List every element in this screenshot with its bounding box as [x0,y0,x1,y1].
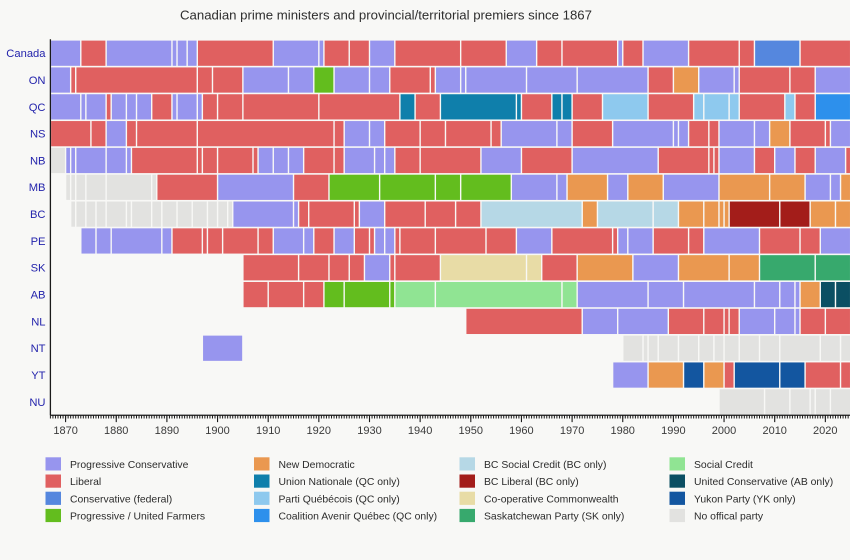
svg-text:2000: 2000 [712,425,736,437]
svg-text:Liberal: Liberal [70,477,101,488]
svg-text:NU: NU [29,397,45,409]
svg-text:Social Credit: Social Credit [694,460,753,471]
svg-text:Progressive / United Farmers: Progressive / United Farmers [70,512,205,523]
svg-text:NT: NT [31,343,46,355]
svg-text:1910: 1910 [256,425,280,437]
svg-text:1990: 1990 [661,425,685,437]
svg-text:1900: 1900 [205,425,229,437]
svg-text:2020: 2020 [813,425,837,437]
svg-text:AB: AB [31,290,46,302]
svg-text:Co-operative Commonwealth: Co-operative Commonwealth [484,494,619,505]
svg-text:Saskatchewan Party (SK only): Saskatchewan Party (SK only) [484,512,624,523]
svg-text:Canadian prime ministers and p: Canadian prime ministers and provincial/… [180,7,592,22]
svg-text:NS: NS [30,129,46,141]
svg-text:Coalition Avenir Québec (QC on: Coalition Avenir Québec (QC only) [279,512,438,523]
svg-text:ON: ON [29,75,46,87]
svg-text:No offical party: No offical party [694,512,764,523]
svg-text:QC: QC [29,102,46,114]
svg-text:NB: NB [30,155,46,167]
svg-text:BC Social Credit (BC only): BC Social Credit (BC only) [484,460,606,471]
svg-text:1930: 1930 [357,425,381,437]
svg-text:New Democratic: New Democratic [279,460,355,471]
svg-text:1920: 1920 [307,425,331,437]
svg-text:United Conservative (AB only): United Conservative (AB only) [694,477,833,488]
svg-text:1940: 1940 [408,425,432,437]
svg-text:SK: SK [31,263,46,275]
svg-text:1890: 1890 [155,425,179,437]
svg-text:1870: 1870 [53,425,77,437]
svg-text:Conservative (federal): Conservative (federal) [70,494,172,505]
svg-text:MB: MB [29,182,46,194]
svg-text:BC Liberal (BC only): BC Liberal (BC only) [484,477,579,488]
svg-text:Union Nationale (QC only): Union Nationale (QC only) [279,477,400,488]
svg-text:1960: 1960 [509,425,533,437]
svg-text:1980: 1980 [610,425,634,437]
svg-text:NL: NL [31,316,45,328]
svg-text:1950: 1950 [459,425,483,437]
svg-text:PE: PE [31,236,46,248]
svg-text:1880: 1880 [104,425,128,437]
svg-text:Progressive Conservative: Progressive Conservative [70,460,189,471]
svg-text:2010: 2010 [762,425,786,437]
svg-text:1970: 1970 [560,425,584,437]
svg-text:Parti Québécois (QC only): Parti Québécois (QC only) [279,494,400,505]
svg-text:BC: BC [30,209,46,221]
svg-text:YT: YT [31,370,45,382]
svg-text:Yukon Party (YK only): Yukon Party (YK only) [694,494,796,505]
svg-text:Canada: Canada [6,48,46,60]
